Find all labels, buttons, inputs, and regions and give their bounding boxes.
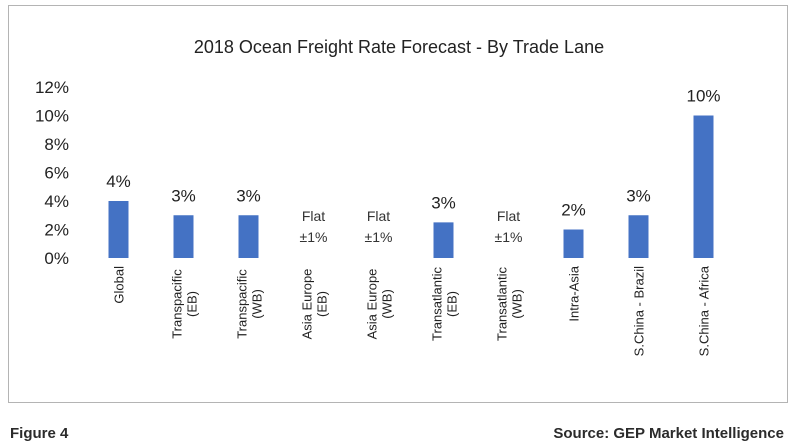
data-label: 3% xyxy=(431,193,456,212)
x-tick-label: Asia Europe(WB) xyxy=(365,269,395,340)
x-tick-label: Transpacific(EB) xyxy=(170,269,200,339)
y-axis-ticks: 0% 2% 4% 6% 8% 10% 12% xyxy=(35,78,69,268)
bar xyxy=(693,115,714,258)
bar xyxy=(628,215,649,258)
bar xyxy=(433,222,454,258)
source-label: Source: GEP Market Intelligence xyxy=(553,425,784,442)
data-label: Flat xyxy=(497,208,520,224)
x-tick-label: Transatlantic(WB) xyxy=(495,267,525,341)
bar xyxy=(238,215,259,258)
y-tick-label: 10% xyxy=(35,107,69,126)
figure-label: Figure 4 xyxy=(10,425,69,442)
bar xyxy=(173,215,194,258)
data-label: 3% xyxy=(171,186,196,205)
y-tick-label: 2% xyxy=(44,221,69,240)
data-label: 3% xyxy=(626,186,651,205)
x-tick-label: Transpacific(WB) xyxy=(235,269,265,339)
x-tick-label: Intra-Asia xyxy=(567,265,582,321)
data-label: Flat xyxy=(302,208,325,224)
data-label: 10% xyxy=(686,87,720,106)
x-tick-label: Global xyxy=(112,266,127,304)
chart-title: 2018 Ocean Freight Rate Forecast - By Tr… xyxy=(194,37,604,57)
data-label: 3% xyxy=(236,186,261,205)
x-tick-label: Asia Europe(EB) xyxy=(300,269,330,340)
x-tick-label: Transatlantic(EB) xyxy=(430,267,460,341)
y-tick-label: 4% xyxy=(44,192,69,211)
bar xyxy=(563,229,584,258)
data-label: 4% xyxy=(106,172,131,191)
bars xyxy=(108,115,714,258)
chart-frame: 2018 Ocean Freight Rate Forecast - By Tr… xyxy=(8,5,788,403)
data-label: 2% xyxy=(561,201,586,220)
y-tick-label: 12% xyxy=(35,78,69,97)
y-tick-label: 8% xyxy=(44,135,69,154)
data-label: ±1% xyxy=(365,229,393,245)
data-label: ±1% xyxy=(300,229,328,245)
data-label: ±1% xyxy=(495,229,523,245)
x-axis-labels: Global Transpacific(EB) Transpacific(WB) As… xyxy=(112,265,712,356)
y-tick-label: 0% xyxy=(44,249,69,268)
bar-chart: 2018 Ocean Freight Rate Forecast - By Tr… xyxy=(35,37,721,356)
bar xyxy=(108,201,129,258)
x-tick-label: S.China - Brazil xyxy=(632,266,647,356)
data-labels: 4% 3% 3% Flat ±1% Flat ±1% 3% Flat ±1% 2% 3% 10% xyxy=(106,87,720,246)
y-tick-label: 6% xyxy=(44,164,69,183)
data-label: Flat xyxy=(367,208,390,224)
x-tick-label: S.China - Africa xyxy=(697,265,712,356)
